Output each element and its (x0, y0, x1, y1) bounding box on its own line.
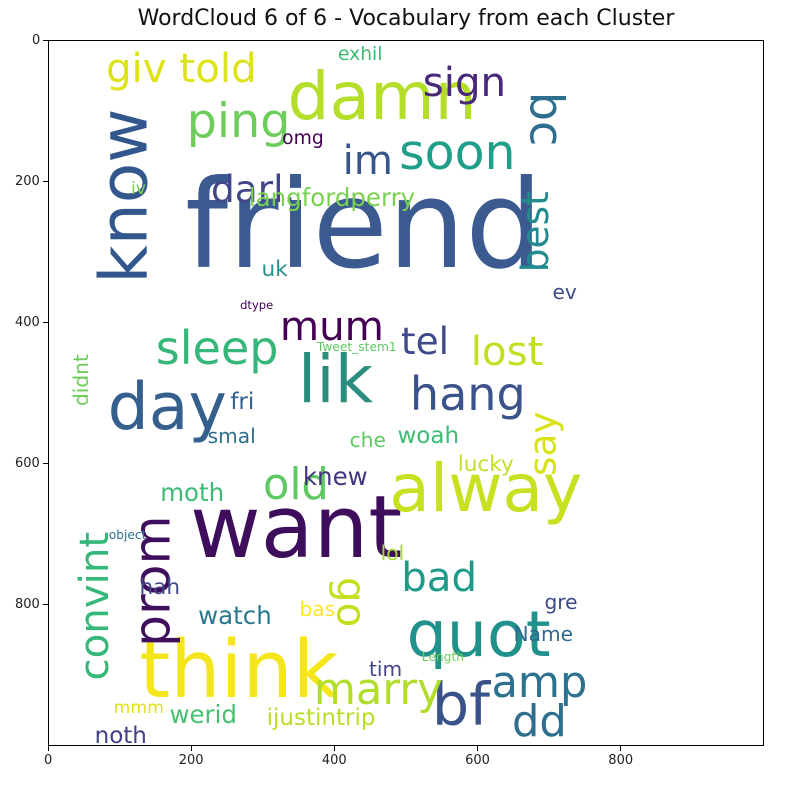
word-go: go (327, 577, 375, 628)
word-lik: lik (297, 340, 374, 418)
word-friend: friend (185, 152, 543, 296)
x-tick-mark (333, 746, 335, 751)
y-tick-mark (43, 463, 48, 465)
word-hah: hah (139, 575, 181, 601)
y-tick-label: 0 (32, 32, 41, 48)
word-watch: watch (198, 601, 272, 631)
word-object: object (108, 528, 147, 543)
word-tel: tel (400, 318, 449, 363)
word-think: think (139, 622, 339, 716)
word-old: old (263, 460, 329, 511)
word-uk: uk (261, 257, 288, 283)
word-name: Name (513, 622, 573, 647)
word-woah: woah (397, 422, 460, 449)
x-tick-mark (477, 746, 479, 751)
y-tick-label: 600 (15, 456, 40, 472)
word-moth: moth (160, 477, 225, 507)
word-im: im (342, 137, 394, 185)
word-che: che (349, 427, 386, 452)
word-dd: dd (511, 696, 567, 746)
y-tick-mark (43, 604, 48, 606)
word-mum: mum (279, 302, 384, 350)
word-soon: soon (399, 124, 516, 182)
word-alway: alway (389, 450, 583, 528)
word-gre: gre (544, 590, 578, 615)
word-mmm: mmm (113, 697, 164, 718)
word-omg: omg (282, 128, 324, 150)
plot-area: friend want think damn know alway lik day quot pr… (48, 40, 764, 746)
y-tick-mark (43, 180, 48, 182)
word-lucky: lucky (457, 451, 514, 477)
word-bf: bf (431, 670, 490, 740)
y-tick-label: 400 (15, 314, 40, 330)
word-marry: marry (313, 665, 443, 716)
word-exhil: exhil (337, 43, 383, 65)
word-best: best (513, 191, 558, 273)
x-tick-label: 600 (465, 753, 490, 768)
word-hang: hang (409, 367, 526, 421)
word-langfordperry: langfordperry (248, 182, 416, 212)
y-tick-label: 800 (15, 597, 40, 613)
word-bc: bc (519, 91, 574, 146)
word-werid: werid (169, 700, 237, 730)
word-dtype: dtype (240, 297, 274, 312)
word-convint: convint (71, 531, 119, 681)
x-tick-mark (190, 746, 192, 751)
y-tick-label: 200 (15, 173, 40, 189)
word-darl-: darl. (211, 166, 296, 211)
word-damn: damn (287, 58, 477, 136)
word-knew: knew (302, 461, 368, 491)
x-tick-mark (47, 746, 49, 751)
x-tick-label: 200 (178, 753, 204, 768)
word-noth: noth (94, 722, 147, 746)
word-didnt: didnt (69, 354, 94, 406)
word-know: know (85, 108, 163, 284)
x-tick-label: 0 (44, 753, 53, 768)
word-ev: ev (552, 279, 577, 304)
x-tick-mark (620, 746, 622, 751)
word-say: say (520, 411, 565, 476)
word-amp: amp (491, 657, 588, 708)
word-bas: bas (299, 597, 336, 622)
word-sign: sign (422, 59, 507, 107)
y-tick-mark (43, 321, 48, 323)
word-length: Length (421, 649, 464, 664)
word-ijustintrip: ijustintrip (266, 705, 376, 732)
word-bad: bad (401, 553, 478, 601)
word-iv: iv (131, 178, 147, 199)
chart-title: WordCloud 6 of 6 - Vocabulary from each … (137, 6, 675, 31)
word-day: day (107, 369, 227, 445)
word-smal: smal (207, 424, 256, 449)
word-ping: ping (186, 94, 291, 150)
word-lost: lost (470, 327, 544, 375)
word-tweet-stem1: Tweet_stem1 (316, 339, 397, 354)
word-giv-told: giv told (105, 45, 257, 93)
x-tick-label: 800 (608, 753, 634, 768)
word-quot: quot (406, 596, 551, 671)
word-tim: tim (369, 657, 403, 682)
word-lol: lol (380, 540, 405, 565)
y-tick-mark (43, 39, 48, 41)
word-sleep: sleep (155, 321, 279, 376)
word-fri: fri (230, 388, 255, 415)
x-tick-label: 400 (321, 753, 347, 768)
word-want: want (190, 478, 403, 579)
